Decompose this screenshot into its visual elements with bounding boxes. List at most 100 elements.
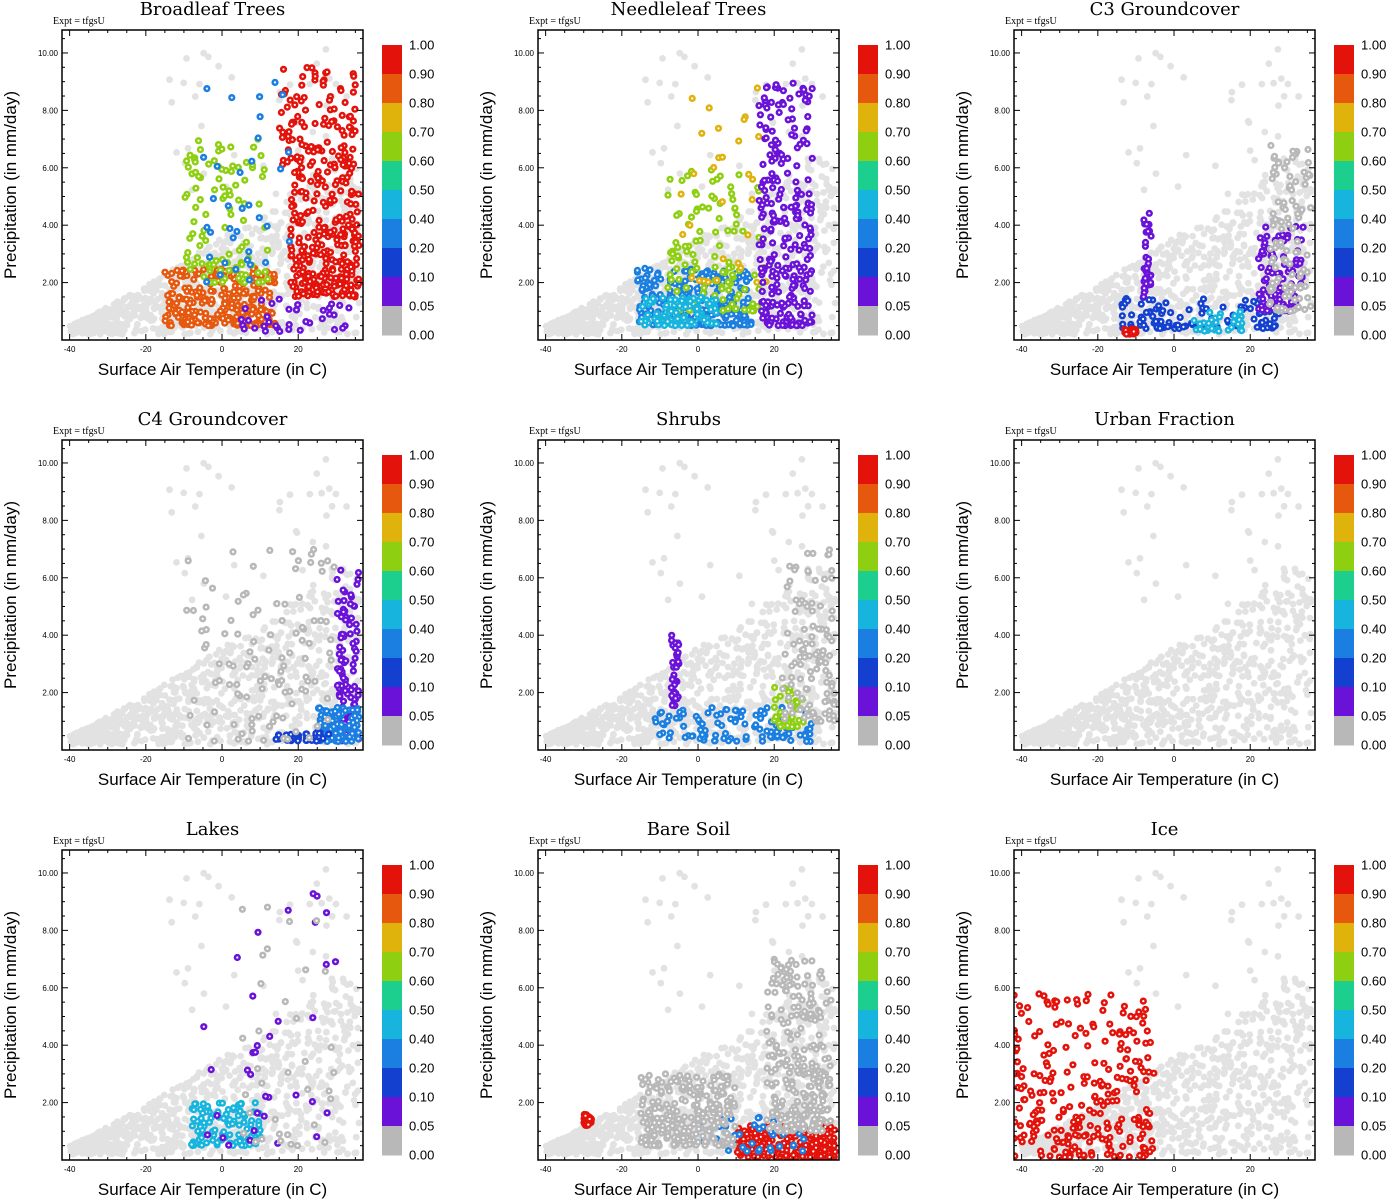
- data-point-center: [809, 227, 812, 230]
- background-point: [719, 249, 726, 257]
- data-point-center: [682, 316, 685, 319]
- plot-frame: [61, 29, 364, 341]
- background-point: [278, 319, 286, 326]
- data-point-center: [319, 253, 322, 256]
- data-point-center: [229, 213, 232, 216]
- data-point-center: [791, 278, 794, 281]
- data-point-center: [278, 330, 281, 333]
- background-point: [610, 291, 618, 299]
- data-point-center: [763, 96, 766, 99]
- data-point-center: [216, 313, 219, 316]
- data-point-center: [803, 304, 806, 307]
- data-point-center: [756, 86, 759, 90]
- data-point-center: [731, 273, 734, 276]
- background-point: [782, 194, 790, 202]
- data-point-center: [202, 229, 205, 232]
- background-point: [830, 204, 838, 212]
- data-point-center: [796, 305, 799, 308]
- data-point-center: [695, 210, 698, 213]
- data-point-center: [264, 289, 267, 292]
- background-point: [820, 210, 828, 218]
- data-point-center: [790, 107, 793, 110]
- data-point-center: [268, 292, 271, 295]
- data-point-center: [295, 264, 298, 267]
- data-point-center: [775, 276, 779, 279]
- data-point-center: [286, 160, 289, 163]
- data-point-center: [751, 309, 754, 313]
- data-point-center: [809, 233, 813, 236]
- data-point-center: [352, 294, 355, 297]
- data-point-center: [681, 233, 684, 236]
- data-point-center: [323, 232, 326, 236]
- data-point-center: [735, 223, 738, 226]
- background-point: [656, 79, 664, 87]
- data-point-center: [644, 276, 647, 280]
- background-point: [150, 290, 157, 297]
- data-point-center: [257, 271, 260, 274]
- data-point-center: [204, 316, 207, 319]
- data-point-center: [194, 160, 197, 164]
- data-point-center: [717, 127, 720, 130]
- data-point-center: [786, 157, 789, 160]
- background-point: [754, 327, 762, 335]
- data-point-center: [338, 216, 341, 219]
- data-point-center: [353, 245, 356, 248]
- background-point: [801, 75, 809, 82]
- data-point-center: [789, 316, 792, 319]
- data-point-center: [333, 107, 336, 111]
- data-point-center: [761, 317, 764, 320]
- background-point: [191, 93, 199, 100]
- data-point-center: [228, 253, 231, 256]
- data-point-center: [314, 122, 317, 125]
- data-point-center: [280, 111, 283, 114]
- data-point-center: [702, 279, 705, 283]
- data-point-center: [345, 284, 348, 287]
- background-point: [615, 310, 623, 318]
- background-point: [275, 244, 282, 251]
- data-point-center: [803, 223, 806, 227]
- data-point-center: [298, 236, 301, 240]
- data-point-center: [357, 234, 360, 238]
- data-point-center: [718, 217, 721, 220]
- data-point-center: [799, 143, 802, 146]
- background-point: [136, 305, 143, 313]
- data-point-center: [777, 198, 780, 201]
- data-point-center: [640, 288, 644, 291]
- data-point-center: [333, 328, 336, 331]
- background-point: [560, 324, 568, 332]
- colorbar-swatch: [382, 74, 402, 104]
- background-point: [308, 183, 315, 191]
- data-point-center: [250, 313, 253, 316]
- data-point-center: [803, 319, 806, 322]
- data-point-center: [346, 176, 349, 179]
- data-point-center: [230, 96, 233, 99]
- colorbar-swatch: [382, 132, 402, 162]
- data-point-center: [716, 178, 719, 181]
- background-point: [626, 315, 633, 323]
- background-point: [215, 62, 223, 70]
- background-point: [707, 258, 714, 265]
- data-point-center: [327, 290, 330, 293]
- background-point: [76, 327, 84, 335]
- background-point: [262, 235, 270, 243]
- background-point: [659, 55, 666, 62]
- data-point-center: [177, 316, 180, 319]
- data-point-center: [294, 258, 297, 261]
- data-point-center: [780, 302, 783, 305]
- data-point-center: [656, 273, 659, 276]
- data-point-center: [803, 287, 806, 290]
- background-point: [825, 259, 833, 267]
- data-point-center: [260, 299, 263, 302]
- data-point-center: [266, 315, 269, 318]
- background-point: [565, 317, 573, 324]
- data-point-center: [787, 118, 790, 121]
- background-point: [200, 49, 208, 57]
- data-point-center: [301, 258, 304, 261]
- data-point-center: [296, 115, 299, 118]
- data-point-center: [298, 138, 302, 141]
- data-point-center: [327, 124, 330, 127]
- data-point-center: [770, 275, 774, 278]
- data-point-center: [348, 162, 351, 165]
- data-point-center: [307, 258, 310, 261]
